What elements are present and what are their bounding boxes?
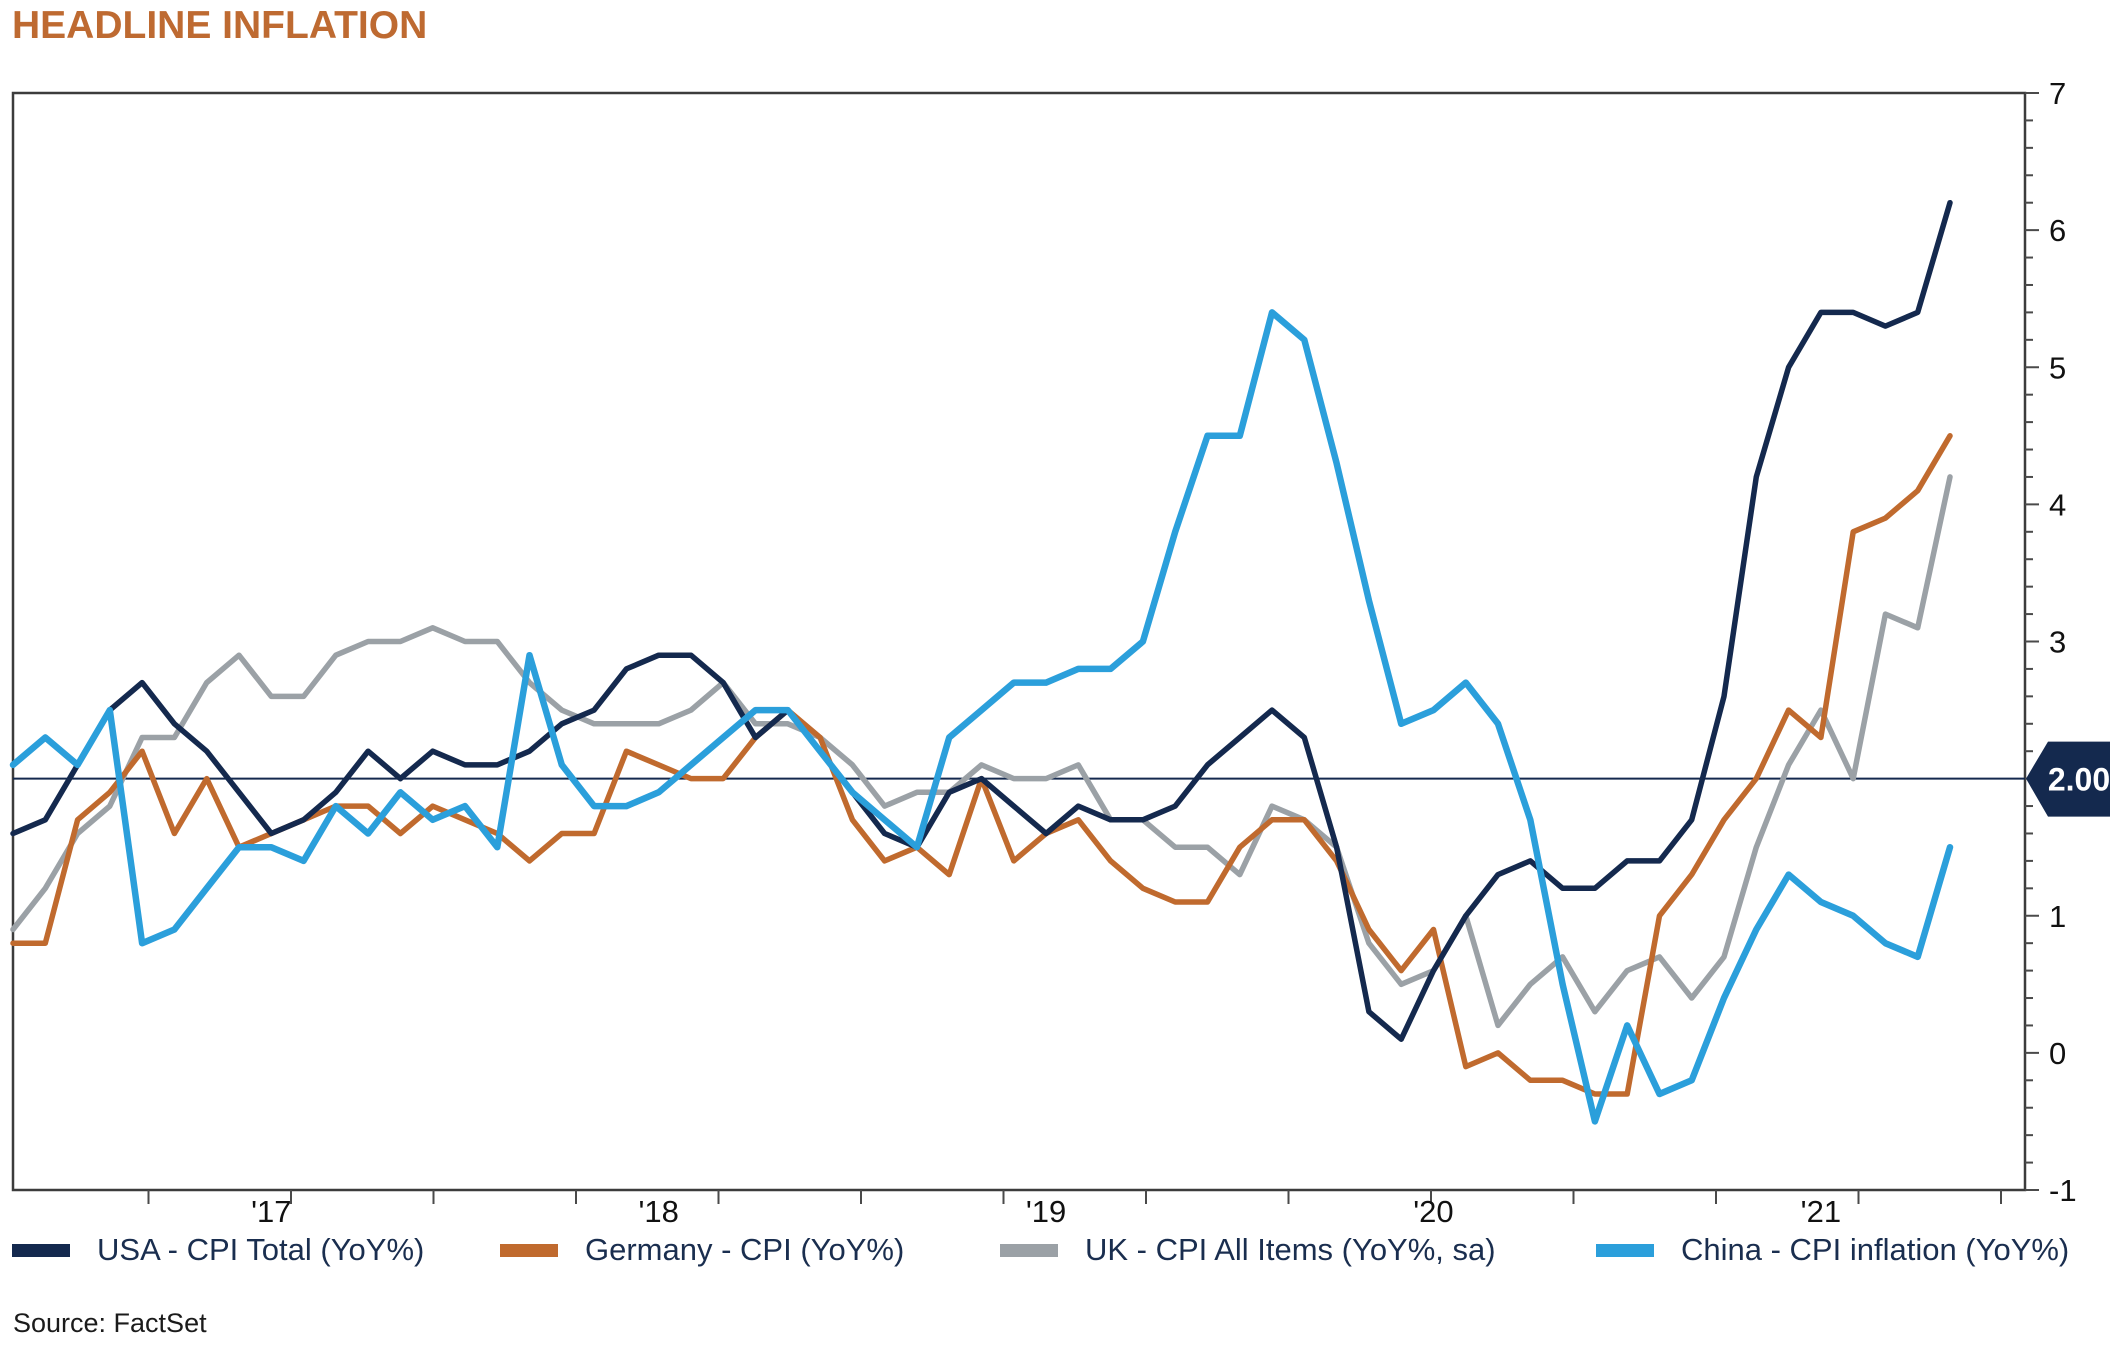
source-note: Source: FactSet <box>13 1308 207 1338</box>
chart-legend: USA - CPI Total (YoY%) Germany - CPI (Yo… <box>0 1226 2112 1274</box>
reference-tag-label: 2.00 <box>2048 762 2110 798</box>
plot-border <box>11 91 2027 1192</box>
x-tick-label: '21 <box>1801 1194 1841 1229</box>
china-series-swatch <box>1596 1243 1654 1257</box>
legend-item-china: China - CPI inflation (YoY%) <box>1596 1226 2069 1274</box>
page-title: HEADLINE INFLATION <box>12 4 428 47</box>
series-uk-line <box>10 474 1953 1029</box>
x-tick-label: '18 <box>638 1194 678 1229</box>
usa-series-swatch <box>12 1243 70 1257</box>
x-axis: '17 '18 '19 '20 '21 <box>147 1190 2002 1229</box>
y-tick-label: 5 <box>2049 350 2066 385</box>
series-usa-line <box>10 199 1953 1042</box>
y-tick-label: 7 <box>2049 76 2066 111</box>
legend-label-usa: USA - CPI Total (YoY%) <box>97 1232 425 1267</box>
y-tick-label: 6 <box>2049 213 2066 248</box>
legend-label-china: China - CPI inflation (YoY%) <box>1681 1232 2070 1267</box>
x-tick-label: '17 <box>251 1194 291 1229</box>
x-tick-label: '20 <box>1413 1194 1453 1229</box>
y-tick-label: 3 <box>2049 625 2066 660</box>
germany-series-swatch <box>500 1243 558 1257</box>
series-china-line <box>9 309 1954 1125</box>
legend-item-germany: Germany - CPI (YoY%) <box>500 1226 904 1274</box>
y-tick-label: 0 <box>2049 1036 2066 1071</box>
y-axis: 7 6 5 4 3 1 0 -1 <box>2025 76 2077 1208</box>
x-tick-label: '19 <box>1026 1194 1066 1229</box>
y-tick-label: 4 <box>2049 487 2066 522</box>
legend-item-usa: USA - CPI Total (YoY%) <box>12 1226 424 1274</box>
reference-tag-2.00: 2.00 <box>2026 741 2110 817</box>
legend-label-germany: Germany - CPI (YoY%) <box>585 1232 905 1267</box>
legend-label-uk: UK - CPI All Items (YoY%, sa) <box>1085 1232 1496 1267</box>
uk-series-swatch <box>1000 1243 1058 1257</box>
y-tick-label: 1 <box>2049 899 2066 934</box>
y-tick-label: -1 <box>2049 1173 2077 1208</box>
legend-item-uk: UK - CPI All Items (YoY%, sa) <box>1000 1226 1496 1274</box>
